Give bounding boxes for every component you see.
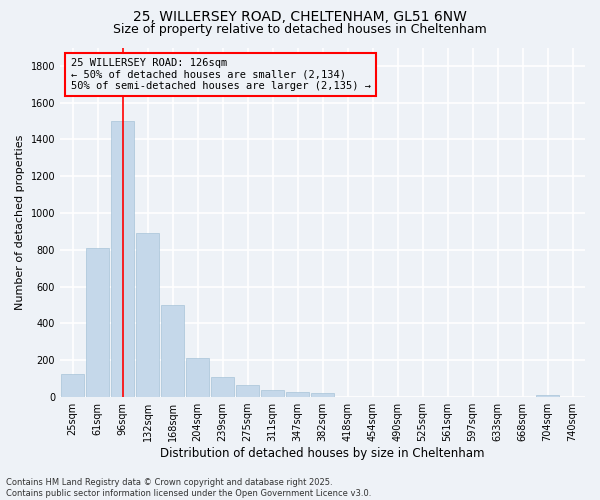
Bar [286,392,310,397]
Bar [110,121,134,397]
X-axis label: Distribution of detached houses by size in Cheltenham: Distribution of detached houses by size … [160,447,485,460]
Bar [136,234,160,397]
Bar [185,358,209,397]
Bar [61,374,85,397]
Bar [311,393,334,397]
Text: 25, WILLERSEY ROAD, CHELTENHAM, GL51 6NW: 25, WILLERSEY ROAD, CHELTENHAM, GL51 6NW [133,10,467,24]
Bar [86,248,109,397]
Bar [536,395,559,397]
Text: Size of property relative to detached houses in Cheltenham: Size of property relative to detached ho… [113,22,487,36]
Y-axis label: Number of detached properties: Number of detached properties [15,134,25,310]
Text: Contains HM Land Registry data © Crown copyright and database right 2025.
Contai: Contains HM Land Registry data © Crown c… [6,478,371,498]
Bar [211,377,235,397]
Text: 25 WILLERSEY ROAD: 126sqm
← 50% of detached houses are smaller (2,134)
50% of se: 25 WILLERSEY ROAD: 126sqm ← 50% of detac… [71,58,371,91]
Bar [260,390,284,397]
Bar [161,305,184,397]
Bar [236,385,259,397]
